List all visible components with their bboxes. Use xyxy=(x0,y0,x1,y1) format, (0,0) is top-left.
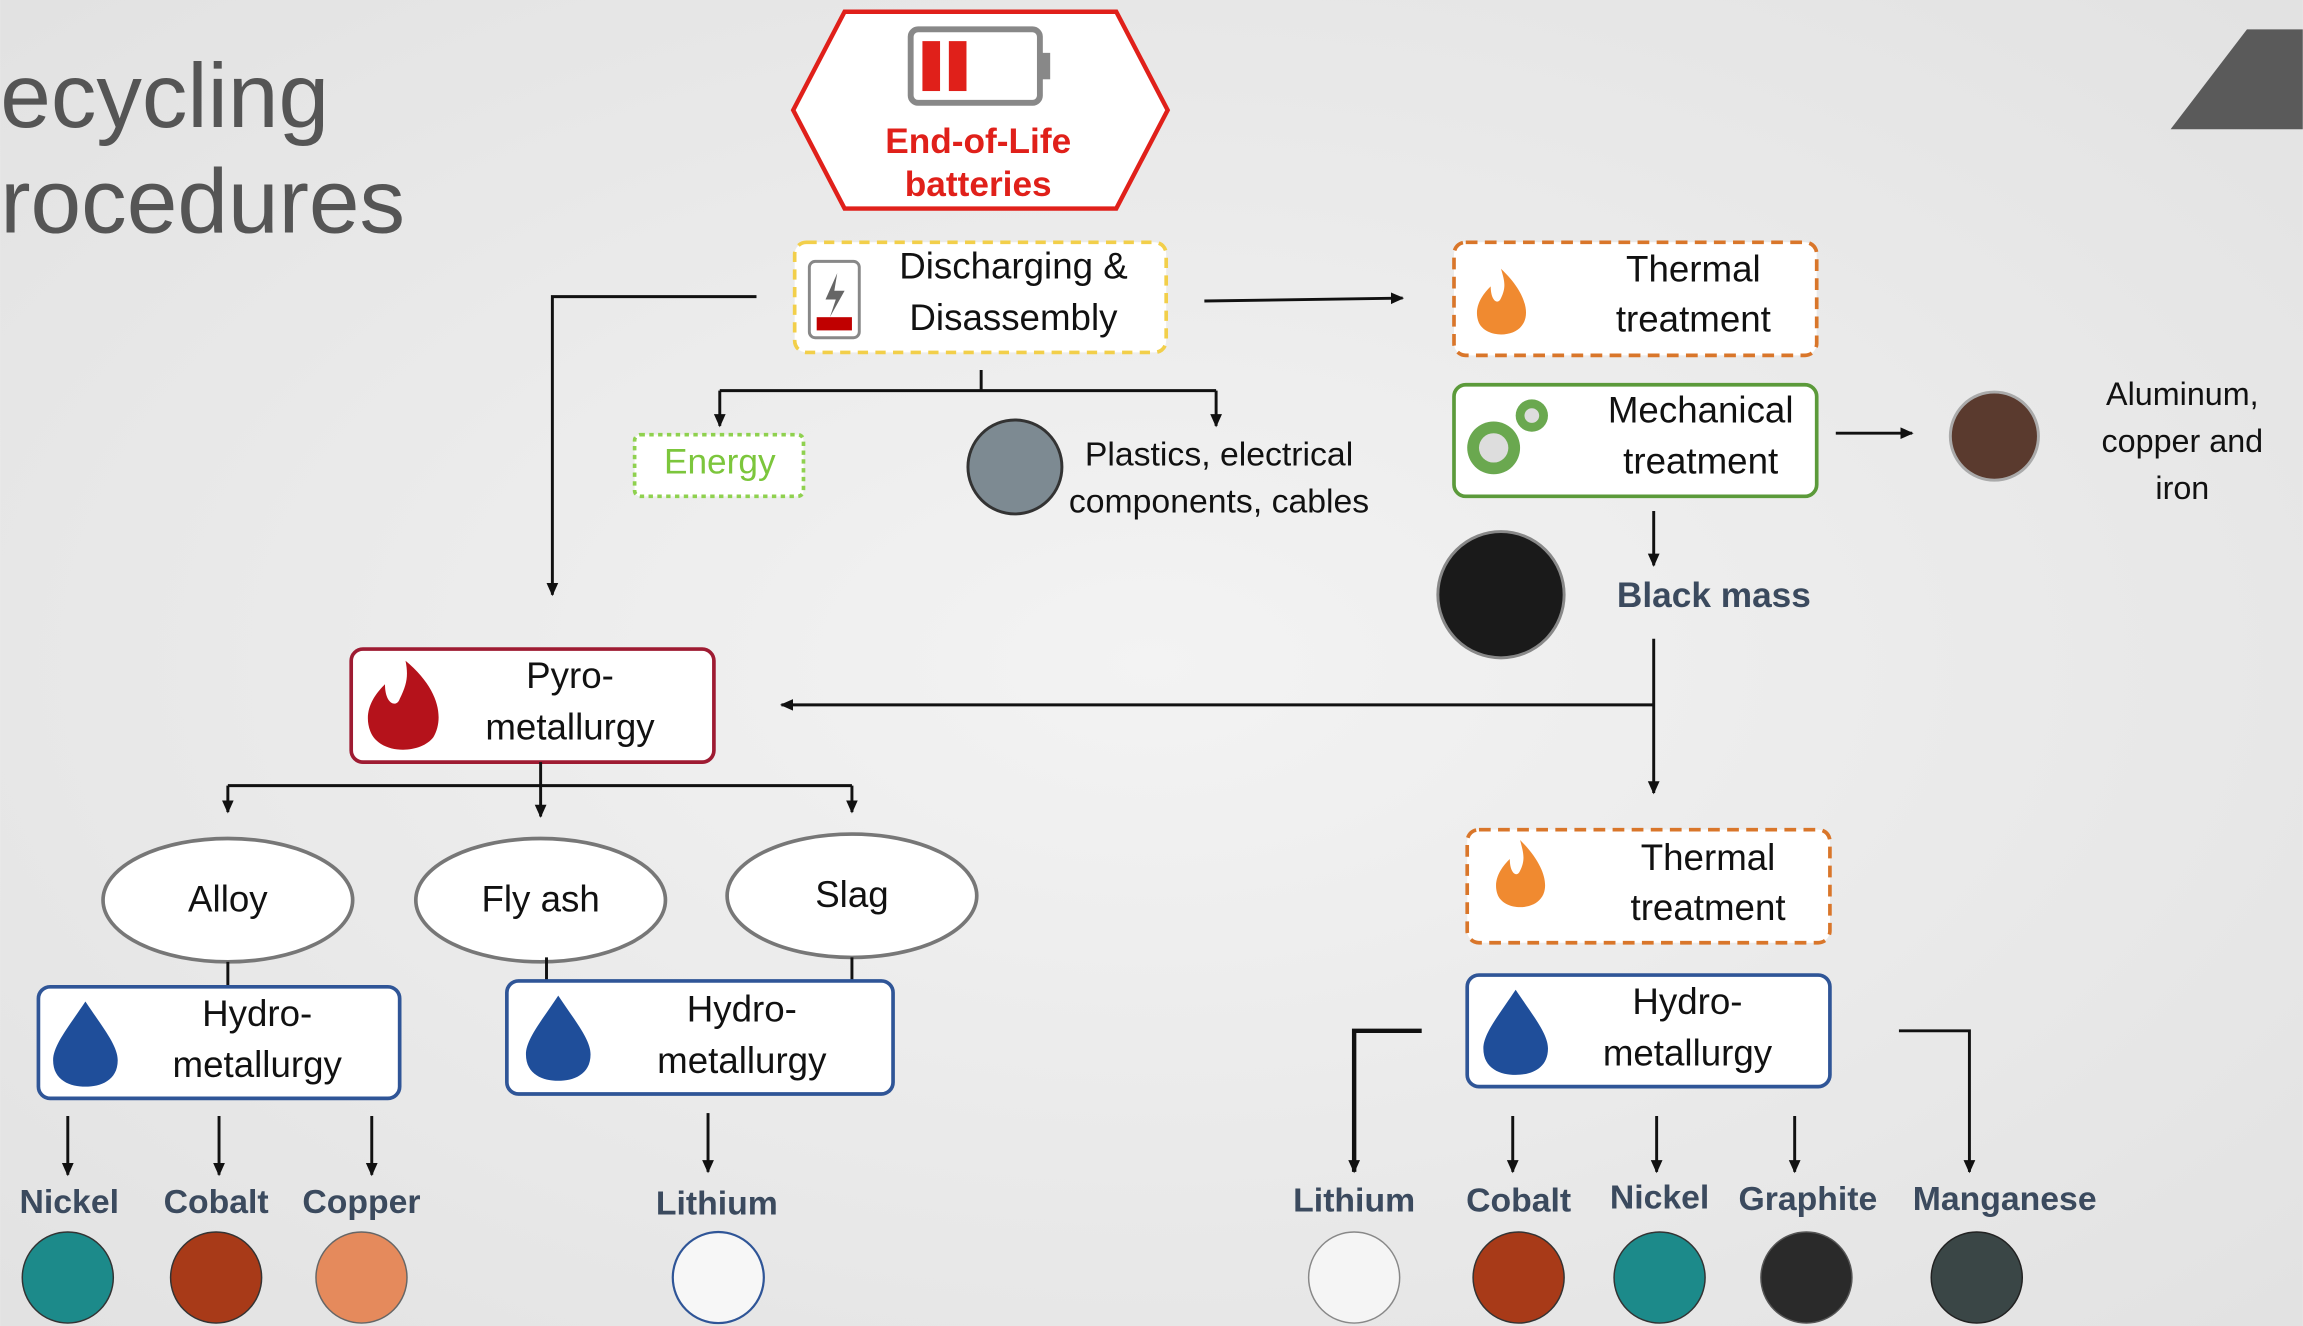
material-label: Graphite xyxy=(1738,1180,1877,1218)
title-line: rocedures xyxy=(0,152,405,253)
step-label: Thermal xyxy=(1641,837,1776,878)
step-label: Mechanical xyxy=(1608,389,1794,430)
material-image xyxy=(1761,1232,1852,1323)
step-label: Disassembly xyxy=(909,297,1118,338)
material-image xyxy=(673,1232,764,1323)
metals-image xyxy=(1950,392,2038,480)
plastics-image xyxy=(968,420,1062,514)
material-image xyxy=(22,1232,113,1323)
step-label: Hydro- xyxy=(202,993,312,1034)
material-image xyxy=(1309,1232,1400,1323)
step-label: treatment xyxy=(1623,441,1778,482)
output-label: Black mass xyxy=(1617,576,1811,615)
material-image xyxy=(1614,1232,1705,1323)
step-label: metallurgy xyxy=(657,1040,827,1081)
material-label: Cobalt xyxy=(164,1183,269,1221)
material-image xyxy=(1473,1232,1564,1323)
battery-tip xyxy=(1040,53,1050,79)
material-label: Nickel xyxy=(20,1183,119,1221)
step-label: Pyro- xyxy=(526,655,614,696)
step-label: metallurgy xyxy=(1603,1033,1773,1074)
step-label: treatment xyxy=(1616,298,1771,339)
material-label: Manganese xyxy=(1913,1180,2097,1218)
output-label: Aluminum, xyxy=(2106,376,2259,412)
gear-icon xyxy=(1479,433,1508,462)
step-label: Discharging & xyxy=(899,245,1127,286)
step-label: metallurgy xyxy=(485,707,655,748)
output-label: copper and xyxy=(2102,423,2264,459)
output-label: iron xyxy=(2155,470,2209,506)
step-label: treatment xyxy=(1631,887,1786,928)
step-label: Hydro- xyxy=(687,988,797,1029)
material-image xyxy=(171,1232,262,1323)
material-image xyxy=(1931,1232,2022,1323)
title-line: ecycling xyxy=(0,46,329,147)
source-label: batteries xyxy=(905,165,1052,204)
page: Recycling procedures {"title": ["ecyclin… xyxy=(0,0,2303,1326)
product-label: Fly ash xyxy=(481,878,599,919)
material-label: Cobalt xyxy=(1466,1182,1571,1220)
battery-level xyxy=(817,317,852,330)
output-label: Plastics, electrical xyxy=(1085,436,1353,474)
battery-level xyxy=(949,41,967,91)
battery-level xyxy=(922,41,940,91)
step-label: Thermal xyxy=(1626,248,1761,289)
step-label: metallurgy xyxy=(173,1044,343,1085)
material-label: Lithium xyxy=(1293,1182,1415,1220)
black-mass-image xyxy=(1438,532,1564,658)
diagram: ecycling rocedures End-of-Life batteries… xyxy=(0,0,2303,1326)
material-label: Lithium xyxy=(656,1185,778,1223)
product-label: Alloy xyxy=(188,878,268,919)
product-label: Slag xyxy=(815,874,888,915)
step-label: Hydro- xyxy=(1632,981,1742,1022)
material-image xyxy=(316,1232,407,1323)
material-label: Copper xyxy=(302,1183,420,1221)
gear-icon xyxy=(1524,408,1539,423)
output-label: components, cables xyxy=(1069,483,1369,521)
body: ecycling rocedures End-of-Life batteries… xyxy=(0,0,2303,1326)
output-label: Energy xyxy=(664,442,776,481)
source-label: End-of-Life xyxy=(885,122,1071,161)
material-label: Nickel xyxy=(1610,1179,1709,1217)
